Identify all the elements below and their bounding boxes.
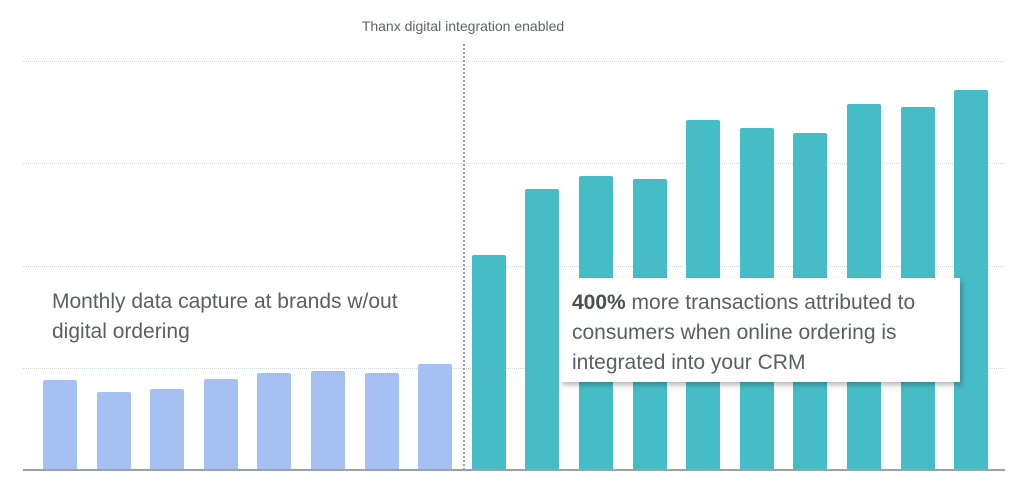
gridline-1 <box>23 368 1005 369</box>
gridline-3 <box>23 163 1005 164</box>
gridline-4 <box>23 61 1005 62</box>
bar-m8 <box>418 364 452 470</box>
bar-m1 <box>43 380 77 470</box>
bar-m6 <box>311 371 345 470</box>
callout-box: 400% more transactions attributed to con… <box>560 278 960 382</box>
bar-m4 <box>204 379 238 470</box>
before-annotation: Monthly data capture at brands w/out dig… <box>52 290 398 343</box>
bar-m2 <box>97 392 131 470</box>
integration-divider-line <box>463 44 465 470</box>
callout-stat: 400% <box>572 291 626 314</box>
bar-m3 <box>150 389 184 470</box>
integration-divider-label: Thanx digital integration enabled <box>361 18 565 34</box>
gridline-2 <box>23 266 1005 267</box>
x-axis-baseline <box>23 469 1005 471</box>
bar-m7 <box>365 373 399 470</box>
callout-text: more transactions attributed to consumer… <box>572 291 916 374</box>
bar-m9 <box>472 255 506 470</box>
bar-m5 <box>257 373 291 470</box>
bar-m10 <box>525 189 559 470</box>
